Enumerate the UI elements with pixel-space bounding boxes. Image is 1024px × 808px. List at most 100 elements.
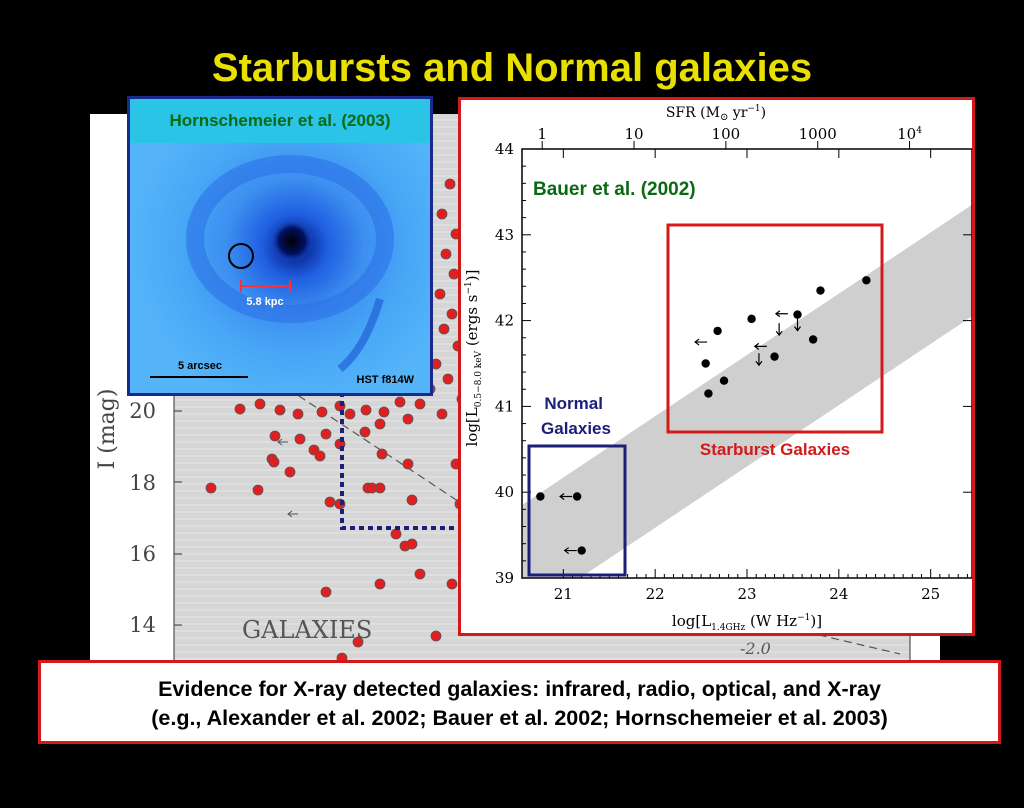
limit-arrow — [694, 338, 708, 346]
bg-point — [414, 568, 426, 580]
bg-point — [378, 406, 390, 418]
bg-point — [434, 288, 446, 300]
chart-title: Bauer et al. (2002) — [533, 179, 696, 200]
limit-arrow — [753, 342, 767, 350]
sfr-relation-band — [522, 204, 972, 578]
top-axis-ticks: 1 10 100 1000 104 — [537, 125, 922, 149]
starburst-galaxies-box — [666, 223, 884, 434]
bauer-chart-panel: 21 22 23 24 25 39 40 41 42 43 44 1 10 100 1000 104 lo… — [458, 97, 975, 636]
bg-point — [440, 248, 452, 260]
bg-point — [436, 408, 448, 420]
x-tick-label: 23 — [737, 585, 756, 603]
bg-point — [352, 636, 364, 648]
image-panel-title: Hornschemeier et al. (2003) — [130, 99, 430, 143]
y-tick-label: 39 — [495, 569, 514, 587]
bg-point — [344, 408, 356, 420]
bg-point — [269, 430, 281, 442]
bg-ytick: 16 — [129, 542, 156, 566]
bg-point — [314, 450, 326, 462]
bg-point — [406, 494, 418, 506]
bg-point — [430, 630, 442, 642]
y-tick-label: 44 — [495, 140, 514, 158]
bg-point — [444, 178, 456, 190]
bg-ytick: 20 — [129, 399, 156, 423]
data-point — [577, 546, 586, 555]
bg-yticks: 20 18 16 14 — [129, 399, 156, 637]
bg-arrows — [277, 438, 298, 518]
bg-point — [442, 373, 454, 385]
bg-point — [254, 398, 266, 410]
bg-point — [376, 448, 388, 460]
limit-arrow — [775, 323, 783, 337]
bg-point — [320, 586, 332, 598]
bg-point — [406, 538, 418, 550]
bg-point — [294, 433, 306, 445]
limit-arrows — [694, 310, 788, 367]
xray-source-circle — [228, 243, 254, 269]
galaxy-nucleus — [270, 219, 314, 263]
limit-arrow — [755, 353, 763, 367]
top-tick-label: 104 — [897, 125, 922, 143]
limit-arrow — [794, 318, 801, 332]
bg-point — [414, 398, 426, 410]
x-tick-label: 24 — [829, 585, 848, 603]
x-tick-label: 22 — [646, 585, 665, 603]
x-axis-label: log[L1.4GHz (W Hz−1)] — [672, 612, 822, 633]
bg-point — [234, 403, 246, 415]
y-tick-label: 43 — [495, 226, 514, 244]
x-tick-label: 21 — [554, 585, 573, 603]
y-tick-label: 42 — [495, 312, 514, 330]
caption-line-2: (e.g., Alexander et al. 2002; Bauer et a… — [151, 706, 888, 730]
bg-point — [446, 308, 458, 320]
bg-point — [284, 466, 296, 478]
bg-galaxies-label: GALAXIES — [242, 616, 372, 644]
bg-point — [268, 456, 280, 468]
bg-point — [374, 418, 386, 430]
data-point — [747, 314, 756, 324]
data-point — [793, 310, 802, 319]
bg-point — [374, 578, 386, 590]
slide-title: Starbursts and Normal galaxies — [211, 46, 813, 90]
data-point — [719, 376, 729, 385]
bg-point — [252, 484, 264, 496]
bg-ytick: 18 — [129, 471, 156, 495]
top-tick-label: 1000 — [799, 125, 837, 143]
bg-point — [205, 482, 217, 494]
limit-arrow — [774, 310, 788, 318]
bg-annotation: -2.0 — [740, 639, 771, 658]
bg-point — [402, 458, 414, 470]
bg-point — [436, 208, 448, 220]
bg-point — [366, 482, 378, 494]
galaxy-image: 5.8 kpc 5 arcsec HST f814W — [130, 99, 430, 393]
radio-xray-scatter-chart: 21 22 23 24 25 39 40 41 42 43 44 1 10 100 1000 104 lo… — [463, 104, 973, 633]
data-point — [713, 326, 722, 336]
kpc-scale-label: 5.8 kpc — [246, 296, 283, 308]
data-point — [572, 492, 582, 501]
bg-point — [274, 404, 286, 416]
x-axis-ticks: 21 22 23 24 25 — [554, 149, 968, 603]
dotted-connector — [340, 392, 540, 530]
arcsec-scale-label: 5 arcsec — [178, 360, 222, 372]
bg-ylabel: I (mag) — [95, 389, 120, 470]
data-points — [536, 276, 871, 555]
data-point — [536, 492, 545, 501]
y-tick-label: 40 — [495, 483, 514, 501]
bg-ytick: 14 — [129, 613, 156, 637]
bg-point — [402, 413, 414, 425]
top-tick-label: 100 — [712, 125, 741, 143]
y-axis-label: log[L0.5−8.0 keV (ergs s−1)] — [463, 270, 484, 447]
top-axis-label: SFR (M⊙ yr−1) — [666, 104, 766, 123]
bg-point — [360, 404, 372, 416]
bg-point — [292, 408, 304, 420]
y-axis-ticks: 39 40 41 42 43 44 — [495, 140, 972, 587]
kpc-scale-bar — [240, 280, 291, 292]
filter-label: HST f814W — [357, 374, 415, 386]
limit-arrow — [559, 493, 573, 500]
data-point — [770, 352, 779, 361]
galaxy-image-panel: 5.8 kpc 5 arcsec HST f814W Hornschemeier… — [127, 96, 433, 396]
data-point — [816, 286, 825, 295]
bg-point — [316, 406, 328, 418]
top-tick-label: 1 — [537, 125, 547, 143]
top-tick-label: 10 — [624, 125, 643, 143]
starburst-galaxies-label: Starburst Galaxies — [700, 440, 850, 459]
